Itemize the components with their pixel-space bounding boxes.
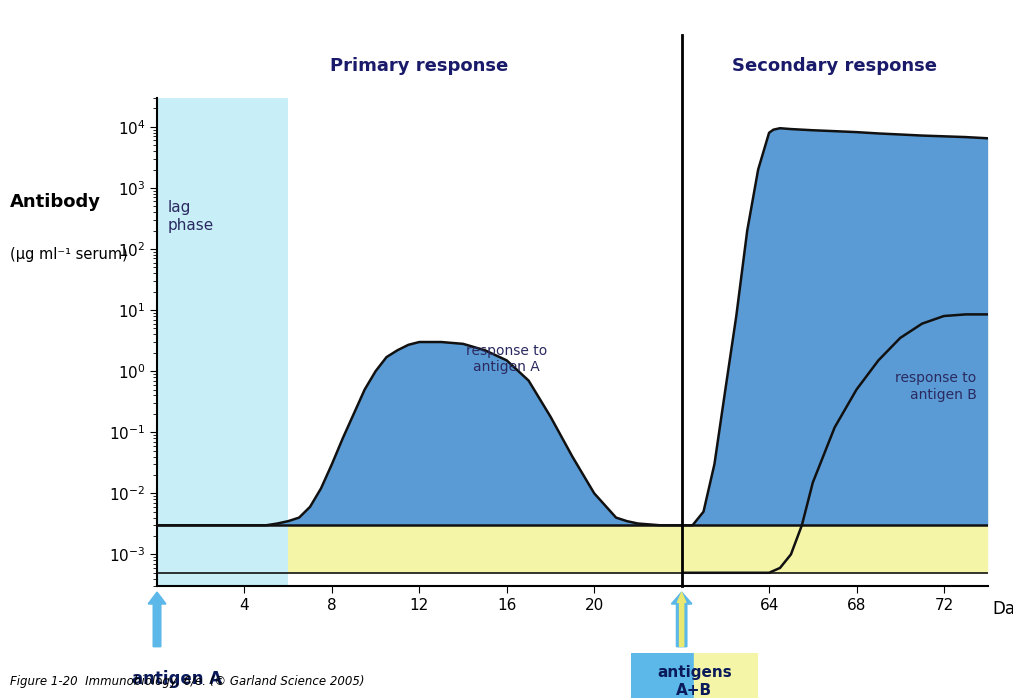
Text: lag
phase: lag phase bbox=[168, 200, 214, 232]
Text: antigens: antigens bbox=[656, 665, 731, 680]
Text: antigen A: antigen A bbox=[133, 670, 223, 688]
Text: (μg ml⁻¹ serum): (μg ml⁻¹ serum) bbox=[10, 247, 128, 262]
Text: response to
antigen A: response to antigen A bbox=[466, 344, 547, 374]
Text: Antibody: Antibody bbox=[10, 193, 101, 211]
Bar bbox=[694, 653, 758, 698]
Bar bbox=[631, 653, 694, 698]
Text: response to
antigen B: response to antigen B bbox=[895, 371, 977, 401]
Text: Secondary response: Secondary response bbox=[732, 57, 937, 75]
Text: A+B: A+B bbox=[677, 683, 712, 698]
Text: Primary response: Primary response bbox=[330, 57, 509, 75]
Bar bbox=[157, 98, 288, 586]
Text: Days: Days bbox=[993, 600, 1013, 618]
Text: Figure 1-20  Immunobiology, 6/e. (© Garland Science 2005): Figure 1-20 Immunobiology, 6/e. (© Garla… bbox=[10, 674, 365, 688]
